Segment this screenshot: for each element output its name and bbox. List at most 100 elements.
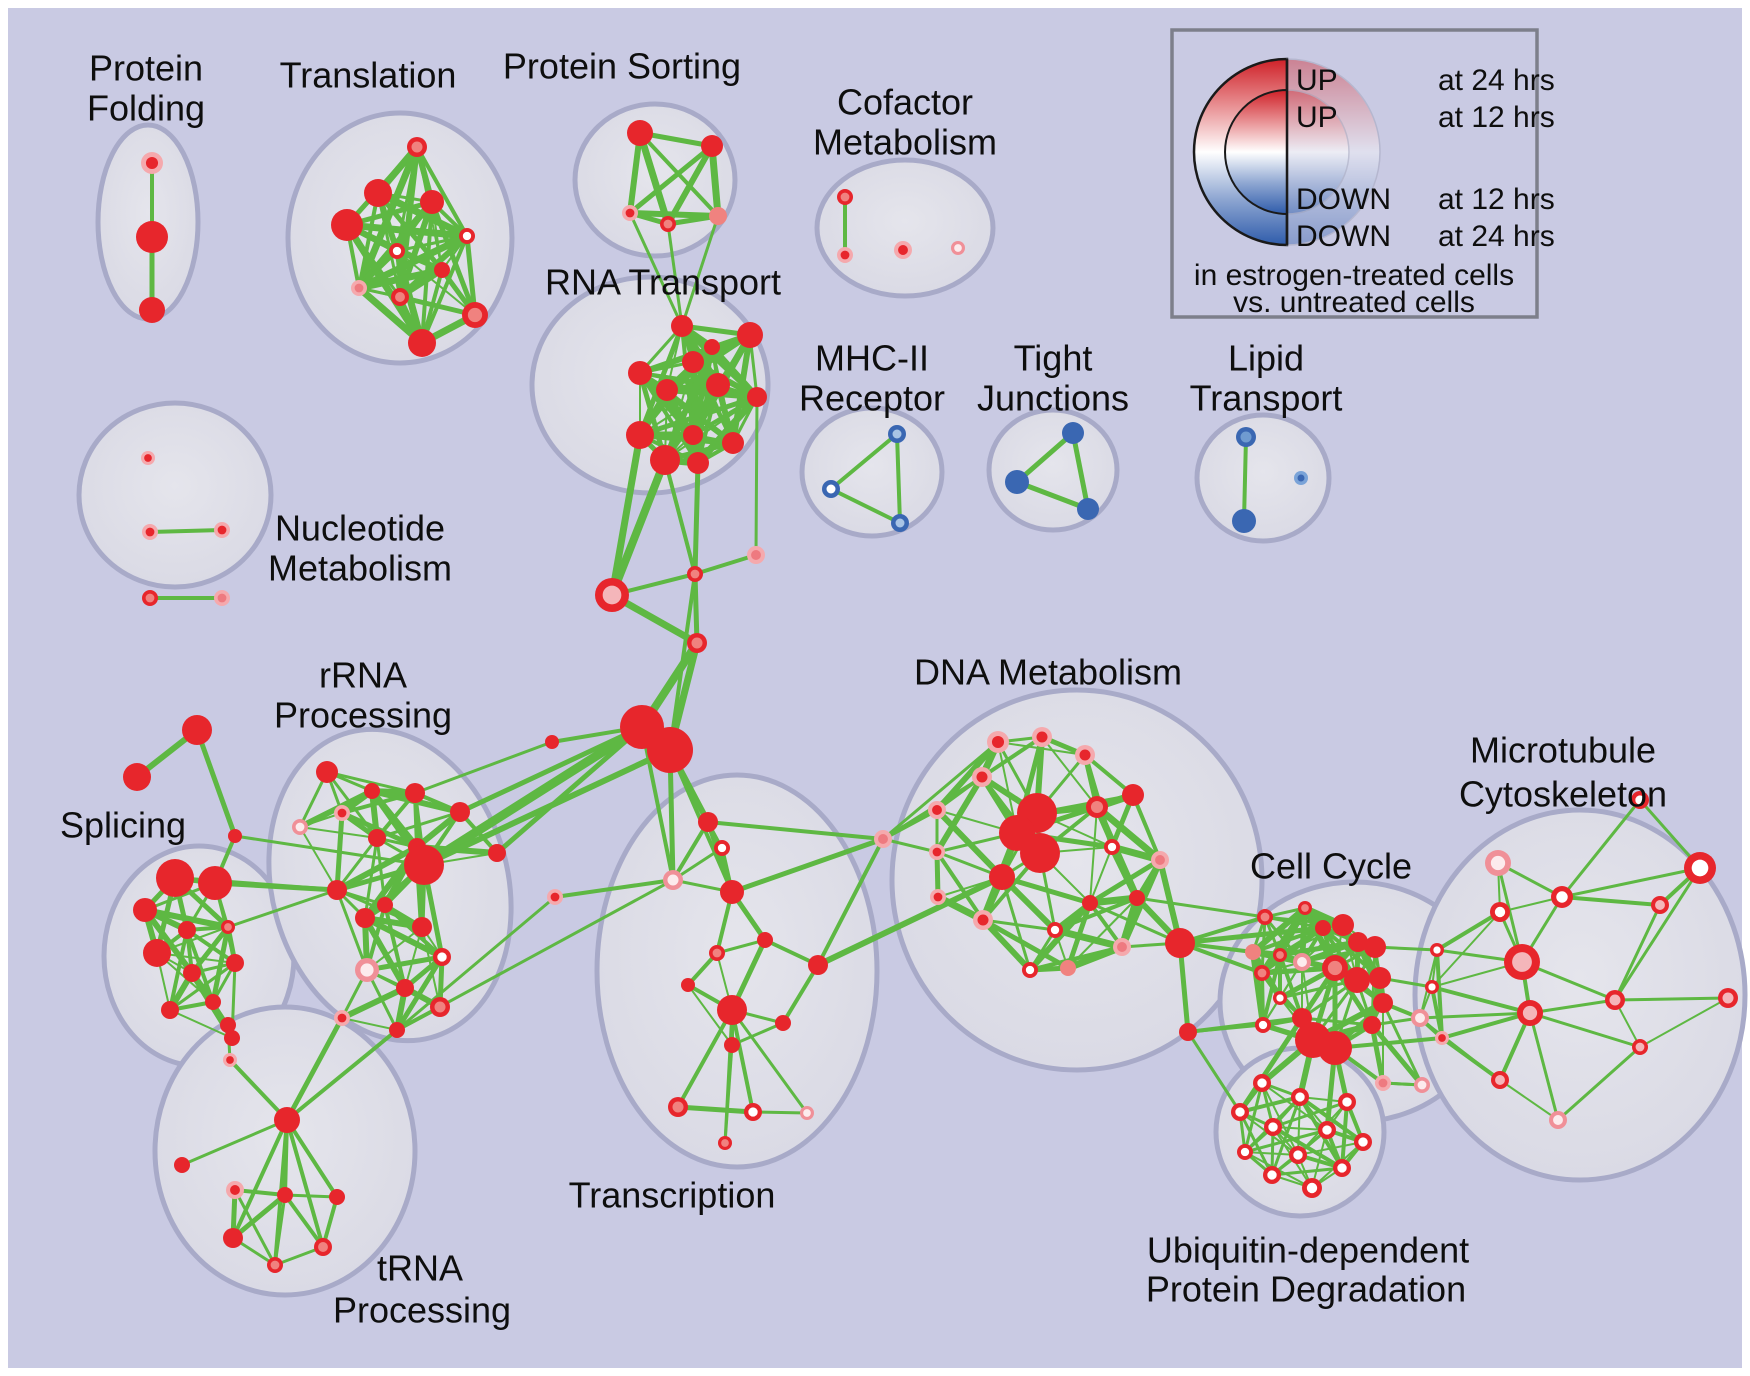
network-node[interactable] <box>274 1107 300 1133</box>
network-node[interactable] <box>1255 1017 1271 1033</box>
network-node[interactable] <box>292 819 308 835</box>
network-node[interactable] <box>334 1010 350 1026</box>
network-node[interactable] <box>891 514 909 532</box>
network-node[interactable] <box>1289 1146 1307 1164</box>
network-node[interactable] <box>682 351 704 373</box>
network-node[interactable] <box>226 1181 244 1199</box>
network-node[interactable] <box>874 830 892 848</box>
network-node[interactable] <box>183 964 201 982</box>
network-node[interactable] <box>1005 470 1029 494</box>
network-node[interactable] <box>142 590 158 606</box>
network-node[interactable] <box>687 566 703 582</box>
network-node[interactable] <box>1551 886 1573 908</box>
network-node[interactable] <box>714 840 730 856</box>
network-node[interactable] <box>888 425 906 443</box>
network-node[interactable] <box>459 228 475 244</box>
network-node[interactable] <box>391 288 409 306</box>
network-node[interactable] <box>687 633 707 653</box>
network-node[interactable] <box>214 590 230 606</box>
network-node[interactable] <box>1257 909 1273 925</box>
network-node[interactable] <box>1302 1178 1322 1198</box>
network-node[interactable] <box>709 945 725 961</box>
network-node[interactable] <box>1291 1088 1309 1106</box>
network-node[interactable] <box>1060 960 1076 976</box>
network-node[interactable] <box>161 1001 179 1019</box>
network-node[interactable] <box>364 179 392 207</box>
network-node[interactable] <box>1020 833 1060 873</box>
network-node[interactable] <box>488 844 506 862</box>
network-node[interactable] <box>142 524 158 540</box>
network-node[interactable] <box>223 1228 243 1248</box>
network-node[interactable] <box>1292 1008 1312 1028</box>
network-node[interactable] <box>1332 914 1354 936</box>
network-node[interactable] <box>1318 1121 1336 1139</box>
network-node[interactable] <box>355 958 379 982</box>
network-node[interactable] <box>545 735 559 749</box>
network-node[interactable] <box>1273 991 1287 1005</box>
network-node[interactable] <box>1435 1031 1449 1045</box>
network-node[interactable] <box>389 1022 405 1038</box>
network-node[interactable] <box>1062 422 1084 444</box>
network-node[interactable] <box>404 845 444 885</box>
network-node[interactable] <box>972 767 992 787</box>
network-node[interactable] <box>704 339 720 355</box>
network-node[interactable] <box>627 120 653 146</box>
network-node[interactable] <box>1232 509 1256 533</box>
network-node[interactable] <box>987 731 1009 753</box>
network-node[interactable] <box>724 1037 740 1053</box>
network-node[interactable] <box>368 829 386 847</box>
network-node[interactable] <box>377 897 393 913</box>
network-node[interactable] <box>747 546 765 564</box>
network-node[interactable] <box>1375 1075 1391 1091</box>
network-node[interactable] <box>720 880 744 904</box>
network-node[interactable] <box>656 379 678 401</box>
network-node[interactable] <box>1104 839 1120 855</box>
network-node[interactable] <box>595 578 629 612</box>
network-node[interactable] <box>1179 1023 1197 1041</box>
network-node[interactable] <box>123 763 151 791</box>
network-node[interactable] <box>647 727 693 773</box>
network-node[interactable] <box>1425 980 1439 994</box>
network-node[interactable] <box>681 978 695 992</box>
network-node[interactable] <box>1605 990 1625 1010</box>
network-node[interactable] <box>668 1097 688 1117</box>
network-node[interactable] <box>800 1106 814 1120</box>
network-node[interactable] <box>327 880 347 900</box>
network-node[interactable] <box>198 866 232 900</box>
network-node[interactable] <box>1245 944 1261 960</box>
network-node[interactable] <box>1113 938 1131 956</box>
network-node[interactable] <box>757 932 773 948</box>
network-node[interactable] <box>747 387 767 407</box>
network-node[interactable] <box>314 1238 332 1256</box>
network-node[interactable] <box>837 247 853 263</box>
network-node[interactable] <box>1651 896 1669 914</box>
network-node[interactable] <box>408 329 436 357</box>
network-node[interactable] <box>894 241 912 259</box>
network-node[interactable] <box>329 1189 345 1205</box>
network-node[interactable] <box>1032 727 1052 747</box>
network-node[interactable] <box>407 137 427 157</box>
network-node[interactable] <box>1254 965 1270 981</box>
network-node[interactable] <box>1338 1093 1356 1111</box>
network-node[interactable] <box>1363 1016 1381 1034</box>
network-node[interactable] <box>1273 948 1287 962</box>
network-node[interactable] <box>1293 953 1311 971</box>
network-node[interactable] <box>930 889 946 905</box>
network-node[interactable] <box>1129 890 1145 906</box>
network-node[interactable] <box>951 241 965 255</box>
network-node[interactable] <box>1364 936 1386 958</box>
network-node[interactable] <box>722 432 744 454</box>
network-node[interactable] <box>660 216 676 232</box>
network-node[interactable] <box>928 801 946 819</box>
network-node[interactable] <box>1022 962 1038 978</box>
network-node[interactable] <box>1414 1077 1430 1093</box>
network-node[interactable] <box>1632 1039 1648 1055</box>
network-node[interactable] <box>174 1157 190 1173</box>
network-node[interactable] <box>1411 1009 1429 1027</box>
network-node[interactable] <box>1684 852 1716 884</box>
network-node[interactable] <box>226 954 244 972</box>
network-node[interactable] <box>405 783 425 803</box>
network-node[interactable] <box>364 783 380 799</box>
network-node[interactable] <box>143 939 171 967</box>
network-node[interactable] <box>420 190 444 214</box>
